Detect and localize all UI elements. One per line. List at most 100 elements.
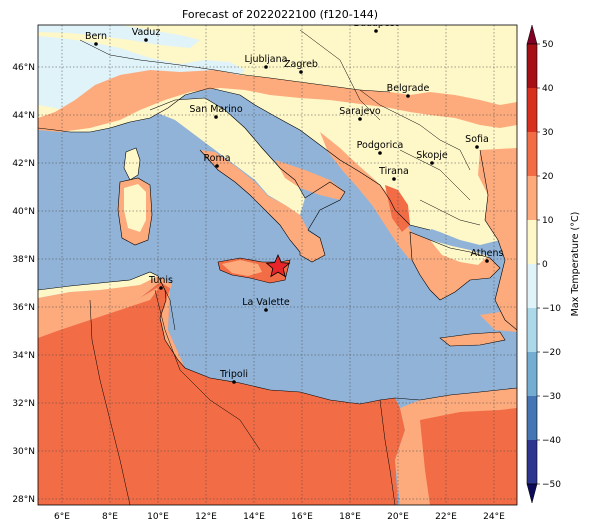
italy-cool-land [150,98,305,215]
colorbar-tick-label: −40 [542,436,561,446]
italy-mild-coast [200,150,315,252]
star-marker-icon [265,253,291,278]
city-label: Athens [471,248,504,259]
calabria-mild [300,230,325,262]
city-ljubljana: Ljubljana [245,54,288,69]
colorbar-tick-label: 0 [542,260,548,270]
colorbar-segment [527,352,537,396]
city-zagreb: Zagreb [284,59,318,74]
colorbar: 50 40 30 20 10 0 −10 −20 −30 −40 −50 Max… [526,24,581,504]
lon-tick: 8°E [102,512,118,522]
city-label: Budapest [354,18,399,29]
city-label: Zagreb [284,59,318,70]
map-frame [37,24,518,506]
country-borders [79,29,481,505]
longitude-axis: 6°E 8°E 10°E 12°E 14°E 16°E 18°E 20°E 22… [54,512,505,522]
lon-tick: 14°E [243,512,265,522]
city-podgorica: Podgorica [357,140,404,155]
lon-tick: 24°E [483,512,505,522]
latitude-axis: 46°N 44°N 42°N 40°N 38°N 36°N 34°N 32°N … [12,63,35,505]
lat-tick: 28°N [12,495,35,505]
sardinia-cool [124,184,146,232]
city-roma: Roma [203,153,231,168]
colorbar-segment [527,308,537,352]
city-label: Ljubljana [245,54,288,65]
lat-tick: 44°N [12,111,35,121]
colorbar-bottom-arrow [526,483,538,504]
colorbar-segment [527,88,537,132]
eastern-aegean-mild [480,312,517,332]
colorbar-label: Max Temperature (°C) [570,212,581,317]
alpine-cold-band-2 [38,25,200,48]
colorbar-tick-label: −20 [542,348,561,358]
map-title: Forecast of 2022022100 (f120-144) [182,8,378,21]
colorbar-segment [527,220,537,264]
city-bern: Bern [85,31,107,46]
city-label: La Valette [242,297,290,308]
lat-tick: 40°N [12,207,35,217]
crete-mild [440,332,505,346]
lon-tick: 18°E [339,512,361,522]
city-label: Sarajevo [339,106,381,117]
city-markers: Bern Vaduz Budapest Ljubljana Zagreb Bel… [85,18,504,384]
coastlines [38,87,517,405]
lat-tick: 42°N [12,159,35,169]
colorbar-segment [527,440,537,484]
city-label: Skopje [416,150,448,161]
italy-heel-mild [275,160,345,200]
city-label: Vaduz [132,27,161,38]
corsica-land [124,148,140,180]
city-belgrade: Belgrade [387,83,430,98]
city-label: Sofia [465,134,489,145]
lat-tick: 32°N [12,399,35,409]
city-label: San Marino [189,104,242,115]
sicily-mild [222,260,262,276]
city-budapest: Budapest [354,18,399,33]
lon-tick: 6°E [54,512,70,522]
city-skopje: Skopje [416,150,448,165]
city-vaduz: Vaduz [132,27,161,42]
city-tunis: Tunis [148,275,173,290]
colorbar-top-arrow [526,24,538,45]
colorbar-segment [527,264,537,308]
city-label: Tirana [378,166,409,177]
lat-tick: 30°N [12,447,35,457]
colorbar-tick-label: 40 [542,84,554,94]
colorbar-tick-label: 20 [542,172,554,182]
lon-tick: 12°E [195,512,217,522]
africa-warm-region [38,282,405,505]
colorbar-tick-label: 50 [542,40,554,50]
colorbar-segment [527,132,537,176]
lon-tick: 10°E [147,512,169,522]
lat-tick: 38°N [12,255,35,265]
city-label: Roma [203,153,230,164]
city-la-valette: La Valette [242,297,290,312]
colorbar-tick-label: 30 [542,128,554,138]
africa-mild-region-2 [38,286,160,338]
colorbar-tick-label: −10 [542,304,561,314]
colorbar-tick-label: −50 [542,480,561,490]
lat-tick: 34°N [12,351,35,361]
city-athens: Athens [471,248,504,263]
city-label: Podgorica [357,140,404,151]
city-label: Bern [85,31,107,42]
lat-tick: 46°N [12,63,35,73]
map-area: Bern Vaduz Budapest Ljubljana Zagreb Bel… [38,18,517,505]
colorbar-tick-label: −30 [542,392,561,402]
africa-mild-region [38,275,185,368]
lat-tick: 36°N [12,303,35,313]
city-san-marino: San Marino [189,104,243,119]
colorbar-ticks [537,43,540,485]
city-tirana: Tirana [378,166,409,181]
city-label: Belgrade [387,83,430,94]
lon-tick: 16°E [291,512,313,522]
city-label: Tripoli [219,369,248,380]
greece-mild [410,232,500,300]
city-tripoli: Tripoli [219,369,248,384]
graticule [38,25,517,505]
colorbar-segment [527,44,537,88]
africa-cool-strip [38,272,158,298]
colorbar-segment [527,396,537,440]
lon-tick: 20°E [387,512,409,522]
city-label: Tunis [148,275,173,286]
